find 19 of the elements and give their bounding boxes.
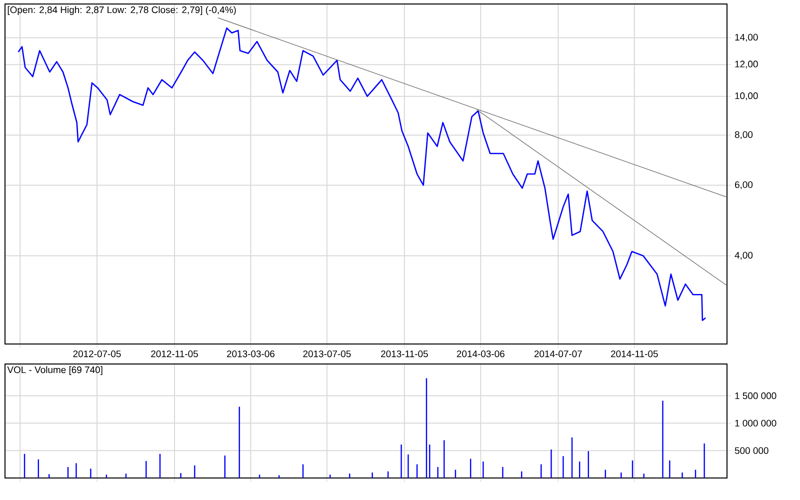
y-tick-label: 12,00 bbox=[735, 60, 758, 69]
x-tick-label: 2014-03-06 bbox=[456, 350, 504, 358]
y-tick-label: 1 500 000 bbox=[735, 392, 776, 400]
y-tick-label: 4,00 bbox=[734, 252, 753, 260]
y-tick-label: 14,00 bbox=[735, 34, 758, 42]
y-tick-label: 6,00 bbox=[735, 181, 753, 190]
y-tick-label: 10,00 bbox=[735, 92, 758, 100]
y-tick-label: 1 000 000 bbox=[735, 420, 776, 427]
x-tick-label: 2013-11-05 bbox=[381, 350, 428, 358]
y-tick-label: 8,00 bbox=[734, 131, 753, 140]
y-tick-label: 500 000 bbox=[734, 447, 768, 454]
x-tick-label: 2012-07-05 bbox=[73, 350, 121, 358]
x-tick-label: 2014-07-07 bbox=[534, 350, 582, 358]
x-tick-label: 2014-11-05 bbox=[611, 350, 658, 358]
x-tick-label: 2013-03-06 bbox=[226, 350, 274, 358]
chart-title: [Open: 2,84 High: 2,87 Low: 2,78 Close: 2,79] (-0,4%) bbox=[8, 6, 236, 16]
x-tick-label: 2013-07-05 bbox=[303, 350, 351, 358]
x-tick-label: 2012-11-05 bbox=[151, 350, 198, 358]
chart-title: VOL - Volume [69 740] bbox=[7, 366, 102, 376]
